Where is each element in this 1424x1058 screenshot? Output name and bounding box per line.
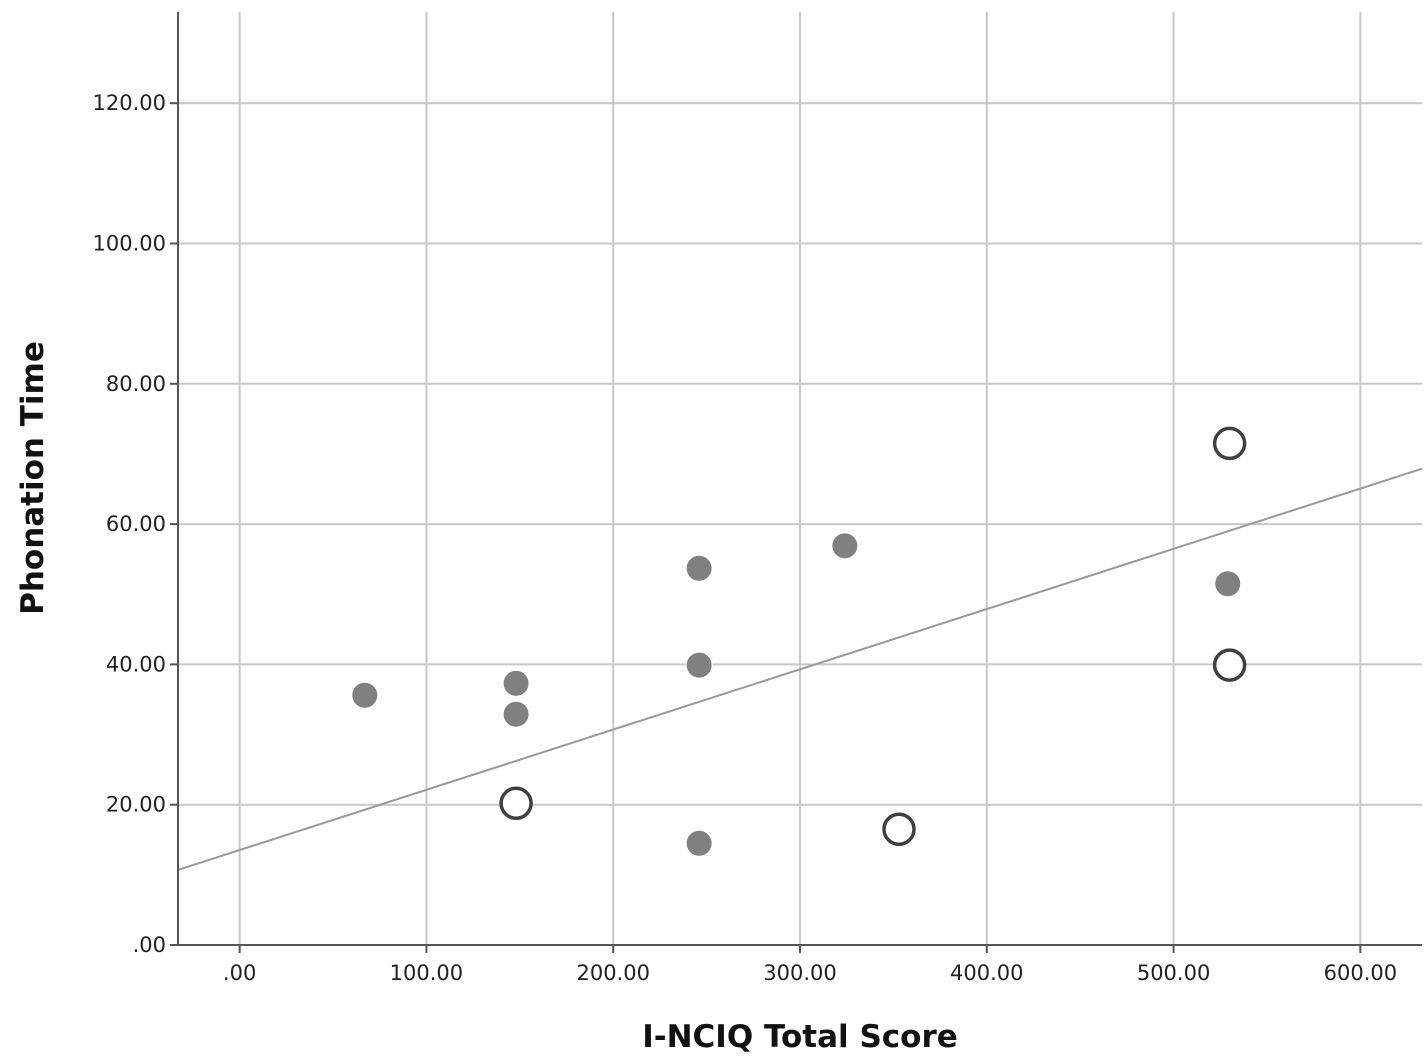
x-tick-label: 300.00	[763, 961, 836, 985]
data-point-open	[1212, 426, 1247, 461]
data-point-open	[499, 786, 533, 821]
fit-line	[177, 467, 1423, 871]
data-points	[351, 426, 1247, 857]
y-tick-label: 20.00	[106, 793, 166, 817]
x-tick-label: 600.00	[1324, 961, 1397, 985]
data-point-open	[1212, 648, 1247, 682]
y-tick-label: 80.00	[106, 372, 166, 396]
x-tick-label: 400.00	[950, 961, 1023, 985]
data-point-filled	[831, 532, 859, 560]
data-point-filled	[685, 554, 713, 582]
x-tick-label: 500.00	[1137, 961, 1210, 985]
data-point-filled	[1214, 570, 1242, 598]
x-axis-title: I-NCIQ Total Score	[642, 1019, 958, 1055]
y-tick-labels: .00 20.00 40.00 60.00 80.00 100.00 120.00	[93, 91, 166, 957]
axes	[170, 12, 1422, 953]
y-tick-label: 40.00	[106, 652, 166, 676]
grid	[178, 12, 1422, 946]
y-tick-label: 120.00	[93, 91, 166, 115]
data-point-filled	[502, 669, 530, 697]
x-tick-label: 200.00	[576, 961, 649, 985]
y-tick-label: 100.00	[93, 231, 166, 255]
x-tick-labels: .00 100.00 200.00 300.00 400.00 500.00 600.00	[223, 961, 1397, 985]
data-point-filled	[351, 681, 379, 709]
data-point-filled	[685, 651, 713, 679]
y-tick-label: 60.00	[106, 512, 166, 536]
data-point-open	[882, 812, 916, 847]
data-point-filled	[685, 829, 713, 857]
x-tick-label: 100.00	[390, 961, 463, 985]
y-tick-label: .00	[133, 933, 166, 957]
data-point-filled	[502, 700, 530, 728]
fit-line-layer	[177, 467, 1423, 871]
y-axis-title: Phonation Time	[15, 341, 51, 615]
x-tick-label: .00	[223, 961, 256, 985]
